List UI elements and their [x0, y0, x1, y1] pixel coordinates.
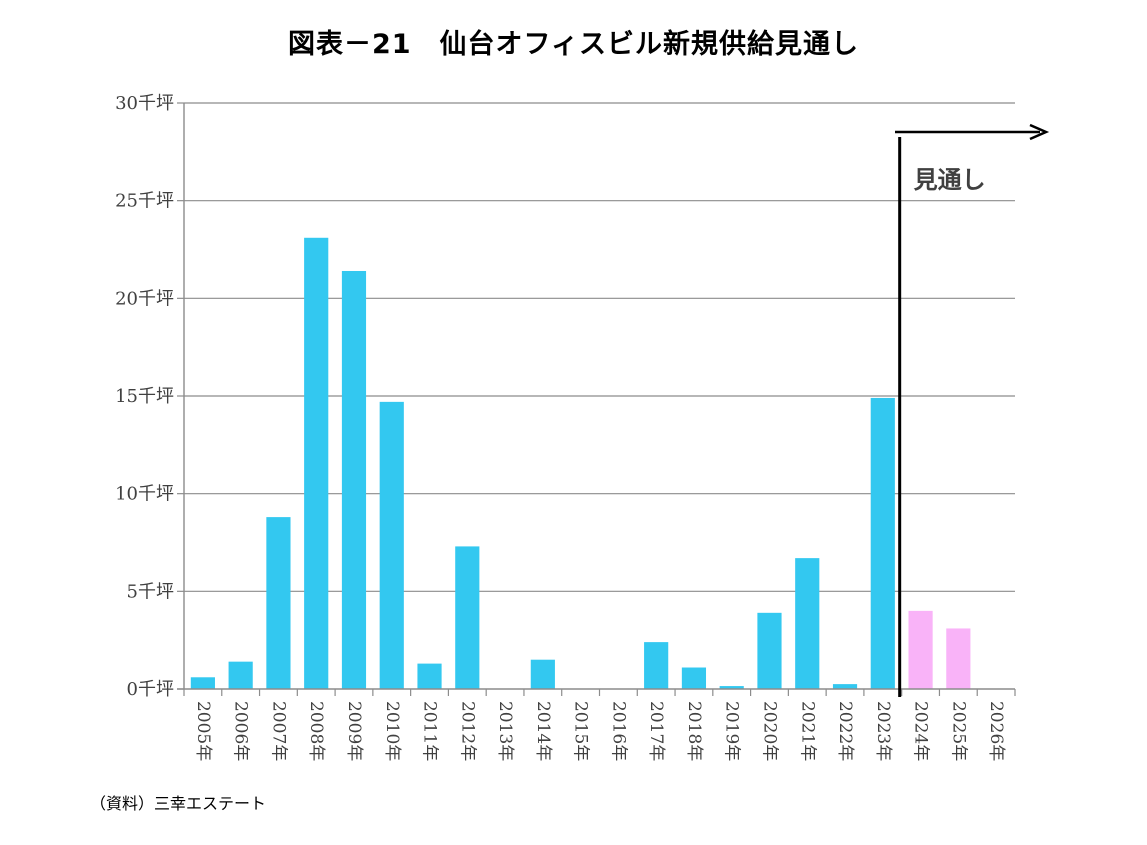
x-tick-label: 2026年	[986, 701, 1006, 761]
bar-2023年	[870, 397, 895, 689]
x-tick-label: 2022年	[835, 701, 855, 761]
y-tick-label: 20千坪	[115, 288, 174, 309]
x-tick-label: 2016年	[608, 701, 628, 761]
y-tick-label: 25千坪	[115, 191, 174, 212]
forecast-marker: 見通し	[895, 123, 1050, 697]
bar-2012年	[455, 546, 480, 689]
y-tick-label: 15千坪	[115, 386, 174, 407]
x-tick-label: 2017年	[646, 701, 666, 761]
x-tick-label: 2021年	[797, 701, 817, 761]
bar-2020年	[757, 612, 782, 689]
bar-2007年	[266, 517, 291, 689]
x-tick-label: 2011年	[420, 701, 440, 761]
x-tick-label: 2018年	[684, 701, 704, 761]
forecast-arrow-head-icon	[1029, 123, 1050, 141]
bar-2017年	[644, 642, 669, 689]
bar-2010年	[379, 401, 404, 689]
y-tick-label: 5千坪	[127, 581, 174, 602]
x-tick-label: 2024年	[911, 701, 931, 761]
x-tick-label: 2007年	[268, 701, 288, 761]
bar-2025年	[946, 628, 971, 689]
bar-2024年	[908, 610, 933, 689]
x-tick-label: 2025年	[948, 701, 968, 761]
bar-2011年	[417, 663, 442, 689]
axes	[177, 102, 1016, 696]
x-tick-label: 2005年	[193, 701, 213, 761]
x-tick-label: 2009年	[344, 701, 364, 761]
x-tick-label: 2020年	[759, 701, 779, 761]
x-tick-label: 2019年	[722, 701, 742, 761]
x-tick-label: 2023年	[873, 701, 893, 761]
bar-2006年	[228, 661, 253, 689]
bar-2014年	[530, 659, 555, 689]
bar-2018年	[681, 667, 707, 689]
y-axis-ticks: 0千坪 5千坪 10千坪 15千坪 20千坪 25千坪 30千坪	[115, 93, 174, 700]
x-tick-label: 2012年	[457, 701, 477, 761]
bars	[190, 237, 971, 689]
forecast-label: 見通し	[914, 166, 986, 194]
x-tick-label: 2015年	[571, 701, 591, 761]
bar-2019年	[719, 686, 744, 689]
y-tick-label: 30千坪	[115, 93, 174, 114]
x-tick-label: 2006年	[231, 701, 251, 761]
bar-2008年	[304, 237, 329, 689]
x-tick-label: 2008年	[306, 701, 326, 761]
y-tick-label: 0千坪	[127, 679, 174, 700]
bar-2009年	[341, 270, 367, 689]
bar-2021年	[795, 558, 820, 689]
x-tick-label: 2013年	[495, 701, 515, 761]
x-axis-ticks: 2005年 2006年 2007年 2008年 2009年 2010年 2011年 2012年…	[193, 701, 1006, 761]
x-tick-label: 2010年	[382, 701, 402, 761]
x-tick-label: 2014年	[533, 701, 553, 761]
source-note: （資料）三幸エステート	[90, 794, 267, 813]
bar-2022年	[832, 684, 858, 689]
y-tick-label: 10千坪	[115, 484, 174, 505]
chart-title: 図表－21 仙台オフィスビル新規供給見通し	[287, 29, 860, 60]
bar-2005年	[190, 677, 215, 689]
